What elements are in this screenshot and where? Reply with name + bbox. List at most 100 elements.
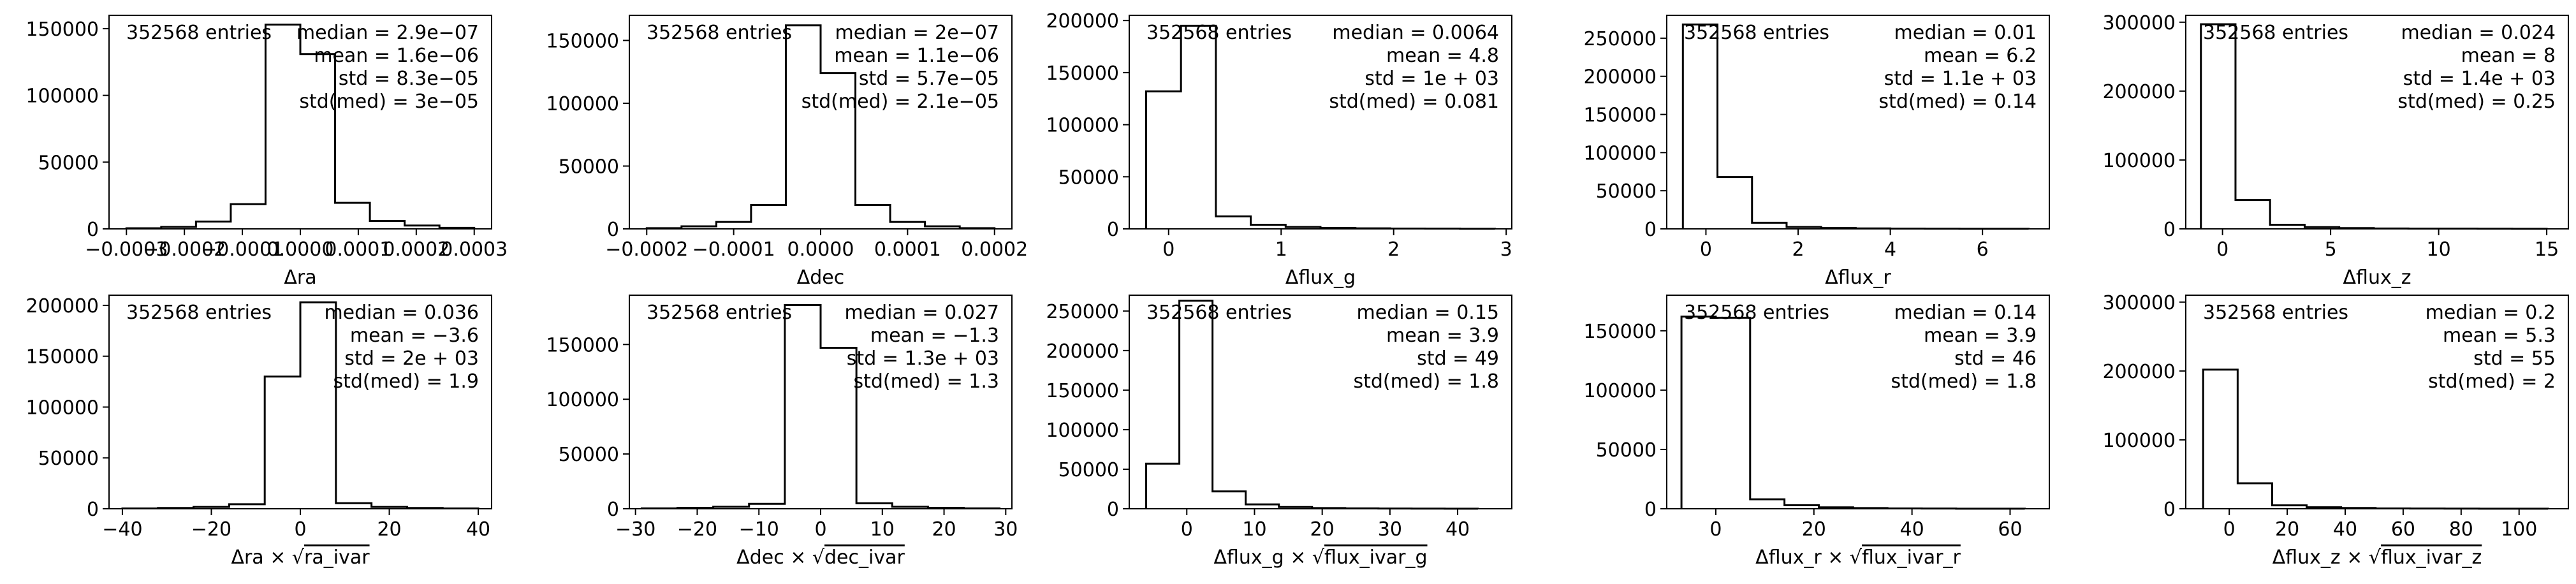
y-tick-label: 150000: [1583, 105, 1657, 127]
stat-label: std = 1.4e + 03: [2403, 68, 2556, 90]
y-tick-label: 0: [607, 219, 619, 241]
stat-label: median = 0.036: [324, 302, 479, 324]
y-tick-label: 100000: [2102, 430, 2176, 452]
y-tick-label: 250000: [1583, 28, 1657, 50]
entries-label: 352568 entries: [2203, 22, 2348, 44]
y-tick-label: 150000: [26, 346, 99, 369]
y-tick-label: 50000: [1058, 166, 1119, 189]
x-tick-label: 1: [1275, 238, 1287, 261]
x-tick-label: 0: [294, 518, 306, 541]
y-tick-label: 50000: [559, 444, 619, 466]
x-axis-label: Δflux_r × √flux_ivar_r: [1755, 546, 1961, 569]
y-tick-label: 150000: [1046, 380, 1119, 402]
y-tick-label: 100000: [1583, 380, 1657, 402]
y-tick-label: 200000: [1046, 340, 1119, 363]
y-tick-label: 0: [87, 499, 99, 521]
x-axis-label: Δdec: [797, 266, 845, 289]
x-tick-label: 4: [1884, 238, 1896, 261]
y-tick-label: 150000: [1583, 321, 1657, 343]
entries-label: 352568 entries: [647, 302, 792, 324]
entries-label: 352568 entries: [2203, 302, 2348, 324]
x-tick-label: 3: [1500, 238, 1512, 261]
x-tick-label: −20: [191, 518, 231, 541]
x-tick-label: 6: [1977, 238, 1989, 261]
stat-label: std = 49: [1417, 347, 1499, 370]
stat-label: median = 0.14: [1894, 302, 2037, 324]
stat-label: std(med) = 3e−05: [299, 91, 479, 113]
stat-label: std = 5.7e−05: [859, 68, 999, 90]
entries-label: 352568 entries: [1684, 302, 1829, 324]
x-tick-label: 0.0002: [961, 238, 1028, 261]
x-tick-label: 10: [2427, 238, 2451, 261]
x-tick-label: 80: [2449, 518, 2473, 541]
stat-label: mean = 1.1e−06: [834, 45, 999, 67]
x-tick-label: 2: [1792, 238, 1804, 261]
y-tick-label: 150000: [1046, 62, 1119, 85]
x-tick-label: 0.0001: [325, 238, 392, 261]
y-tick-label: 0: [2163, 219, 2176, 241]
stat-label: std = 8.3e−05: [339, 68, 479, 90]
stat-label: std(med) = 0.14: [1878, 91, 2037, 113]
axes-frame: [2185, 295, 2569, 509]
y-tick-label: 100000: [546, 389, 619, 411]
histogram-panel: 0 20 40 60 0 50000 100000 150000 Δflux_r × √flux…: [1583, 295, 2050, 569]
x-tick-label: 0.0001: [874, 238, 941, 261]
y-tick-label: 50000: [38, 152, 99, 174]
stat-label: median = 2e−07: [835, 22, 999, 44]
x-tick-label: 20: [1310, 518, 1335, 541]
entries-label: 352568 entries: [1684, 22, 1829, 44]
x-tick-label: 0.0002: [383, 238, 450, 261]
stat-label: median = 0.2: [2426, 302, 2556, 324]
y-tick-label: 100000: [1046, 420, 1119, 442]
x-tick-label: 0: [1700, 238, 1712, 261]
histogram-panel: −30 −20 −10 0 10 20 30 0 50000 100000 150000 Δdec ×…: [546, 295, 1018, 569]
histogram-panel: 0 10 20 30 40 0 50000 100000 150000 200000 250000 Δ…: [1046, 295, 1512, 569]
entries-label: 352568 entries: [126, 302, 272, 324]
stat-label: std = 1.3e + 03: [847, 347, 999, 370]
stat-label: mean = −1.3: [870, 325, 999, 347]
x-axis-label: Δflux_z × √flux_ivar_z: [2272, 546, 2482, 569]
histogram-panel: −40 −20 0 20 40 0 50000 100000 150000 200000 Δra ×…: [26, 295, 492, 569]
axes-frame: [1666, 295, 2050, 509]
histogram-panel: −0.0003−0.0002−0.00010.00000.00010.00020…: [26, 15, 508, 289]
x-tick-label: −0.0002: [143, 238, 226, 261]
x-tick-label: −40: [102, 518, 142, 541]
y-tick-label: 0: [1107, 219, 1119, 241]
stat-label: mean = 5.3: [2443, 325, 2556, 347]
histogram-panel: 0 5 10 15 0 100000 200000 300000 Δflux_z 352568 e…: [2102, 12, 2569, 289]
stat-label: mean = 4.8: [1386, 45, 1499, 67]
stat-label: mean = 3.9: [1924, 325, 2037, 347]
x-tick-label: −10: [739, 518, 779, 541]
y-tick-label: 250000: [1046, 301, 1119, 323]
stat-label: mean = 3.9: [1386, 325, 1499, 347]
axes-frame: [1666, 15, 2050, 230]
y-tick-label: 200000: [26, 295, 99, 318]
stat-label: median = 0.024: [2401, 22, 2556, 44]
stat-label: std = 55: [2473, 347, 2556, 370]
y-tick-label: 200000: [1046, 10, 1119, 33]
x-tick-label: −0.0001: [201, 238, 284, 261]
y-tick-label: 0: [1644, 499, 1657, 521]
stat-label: std(med) = 0.081: [1329, 91, 1499, 113]
x-tick-label: −30: [615, 518, 655, 541]
x-axis-label: Δra × √ra_ivar: [231, 546, 370, 569]
y-tick-label: 200000: [2102, 81, 2176, 103]
y-tick-label: 200000: [2102, 361, 2176, 383]
histogram-panel: 0 1 2 3 0 50000 100000 150000 200000 Δflux_g 35256…: [1046, 10, 1512, 289]
y-tick-label: 100000: [26, 85, 99, 108]
x-tick-label: 0: [2216, 238, 2228, 261]
x-tick-label: 20: [2275, 518, 2299, 541]
histogram-step-line: [645, 24, 996, 230]
x-tick-label: 20: [377, 518, 401, 541]
y-tick-label: 0: [2163, 499, 2176, 521]
x-tick-label: 10: [870, 518, 895, 541]
stat-label: mean = 6.2: [1924, 45, 2037, 67]
histogram-panel: −0.0002 −0.0001 0.0000 0.0001 0.0002 0 50000 10…: [546, 15, 1028, 289]
x-tick-label: 15: [2535, 238, 2559, 261]
histogram-panel: 0 20 40 60 80 100 0 100000 200000 300000 Δflux_z ×…: [2102, 292, 2569, 569]
x-tick-label: 0: [1181, 518, 1193, 541]
entries-label: 352568 entries: [1146, 302, 1292, 324]
stat-label: std = 1e + 03: [1365, 68, 1499, 90]
x-tick-label: 40: [466, 518, 490, 541]
